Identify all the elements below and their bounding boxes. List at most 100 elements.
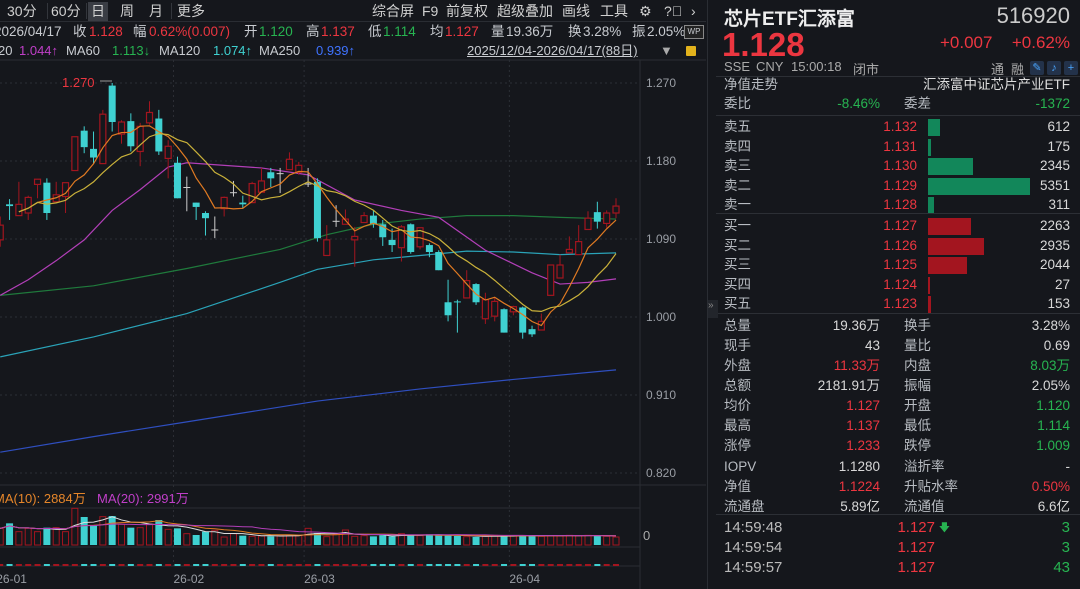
period-60min[interactable]: 60分: [51, 3, 81, 19]
period-week[interactable]: 周: [120, 3, 134, 19]
candle-body: [295, 164, 303, 173]
volume-bar: [519, 535, 527, 545]
ma120-label: MA120: [159, 43, 201, 58]
level-volume-bar: [928, 296, 931, 313]
candle-body: [369, 215, 377, 225]
add-icon[interactable]: +: [1064, 61, 1078, 75]
quote-panel: 芯片ETF汇添富 516920 1.128 +0.007 +0.62% SSE …: [707, 0, 1080, 589]
stat-row: 总额 2181.91万 振幅 2.05%: [724, 376, 1070, 396]
date-range-selector[interactable]: 2025/12/04-2026/04/17(88日): [467, 43, 638, 58]
stat-value: 1.137: [846, 418, 880, 433]
x-tick-label: 26-02: [173, 572, 204, 586]
ask-level-row[interactable]: 卖二 1.129 5351: [724, 176, 1070, 196]
ma20-value: 1.044↑: [19, 43, 59, 58]
level-price[interactable]: 1.126: [883, 237, 917, 253]
candle-body: [388, 239, 396, 246]
amplitude-label: 振: [632, 24, 646, 39]
candle-body: [80, 130, 88, 148]
ma250-line: [0, 369, 617, 453]
candle-body: [145, 111, 154, 124]
wp-icon[interactable]: WP: [684, 25, 704, 39]
nav-trend-label[interactable]: 净值走势: [724, 77, 778, 92]
indicator-bar: [62, 564, 69, 566]
level-price[interactable]: 1.123: [883, 296, 917, 311]
volume-bar: [397, 533, 405, 546]
stat-row: 流通盘 5.89亿 流通值 6.6亿: [724, 497, 1070, 517]
forward-adjust-button[interactable]: 前复权: [446, 3, 488, 19]
level-price[interactable]: 1.125: [883, 257, 917, 272]
help-icon[interactable]: ?⃝: [664, 3, 683, 19]
indicator-bar: [249, 564, 256, 566]
nav-trend-row[interactable]: 净值走势 汇添富中证芯片产业ETF: [724, 75, 1070, 95]
edit-icon[interactable]: ✎: [1030, 61, 1044, 75]
period-30min[interactable]: 30分: [7, 3, 37, 19]
volume-bar: [575, 535, 583, 546]
trade-volume: 3: [1061, 519, 1070, 536]
level-price[interactable]: 1.127: [883, 218, 917, 233]
level-price[interactable]: 1.132: [883, 119, 917, 134]
candle-body: [332, 220, 340, 222]
level-label: 买三: [724, 257, 751, 272]
candle-body: [519, 307, 527, 333]
stat-row: 最高 1.137 最低 1.114: [724, 416, 1070, 436]
fund-full-name: 汇添富中证芯片产业ETF: [923, 77, 1070, 92]
gear-icon[interactable]: ⚙: [639, 3, 652, 19]
trade-volume: 43: [1053, 559, 1070, 576]
period-month[interactable]: 月: [149, 3, 163, 19]
composite-screen-button[interactable]: 综合屏: [372, 3, 414, 19]
indicator-bar: [529, 564, 536, 566]
ask-level-row[interactable]: 卖四 1.131 175: [724, 137, 1070, 157]
trade-row: 14:59:48 1.127 🡇 3: [724, 518, 1070, 538]
level-price[interactable]: 1.128: [883, 197, 917, 212]
indicator-bar: [557, 564, 564, 566]
stat-value: 3.28%: [1031, 318, 1070, 333]
high-value: 1.137: [321, 24, 355, 39]
bid-level-row[interactable]: 买四 1.124 27: [724, 275, 1070, 295]
lock-icon[interactable]: [686, 46, 696, 56]
date-axis: 26-01 26-02 26-03 26-04: [0, 572, 540, 586]
f9-button[interactable]: F9: [422, 3, 439, 19]
level-price[interactable]: 1.131: [883, 138, 917, 154]
bid-level-row[interactable]: 买三 1.125 2044: [724, 255, 1070, 275]
bid-level-row[interactable]: 买五 1.123 153: [724, 294, 1070, 314]
draw-line-button[interactable]: 画线: [562, 3, 590, 19]
turnover-value: 3.28%: [583, 24, 622, 39]
indicator-bar: [491, 564, 498, 566]
ask-level-row[interactable]: 卖一 1.128 311: [724, 195, 1070, 215]
level-price[interactable]: 1.124: [883, 276, 917, 292]
volume-label: 量: [491, 24, 505, 39]
indicator-bar: [445, 564, 452, 566]
candle-body: [192, 202, 200, 207]
chevron-right-icon[interactable]: ›: [691, 3, 696, 19]
level-label: 买一: [724, 218, 751, 233]
level-label: 卖五: [724, 119, 751, 134]
level-volume: 311: [1048, 197, 1070, 212]
stat-label: 现手: [724, 338, 751, 353]
level-price[interactable]: 1.129: [883, 177, 917, 193]
candle-body: [444, 302, 452, 316]
bid-level-row[interactable]: 买一 1.127 2263: [724, 216, 1070, 236]
volume-bar: [593, 535, 601, 545]
level-volume: 27: [1054, 276, 1070, 292]
volume-bar: [192, 535, 200, 545]
candle-body: [127, 121, 135, 147]
dropdown-triangle-icon[interactable]: ▼: [660, 43, 673, 58]
vol-ma10-label: MA(10): 2884万: [0, 491, 86, 506]
bid-level-row[interactable]: 买二 1.126 2935: [724, 236, 1070, 256]
ask-level-row[interactable]: 卖五 1.132 612: [724, 117, 1070, 137]
level-price[interactable]: 1.130: [883, 158, 917, 173]
period-more[interactable]: 更多: [177, 3, 205, 19]
candle-body: [24, 196, 32, 214]
volume-bar: [146, 523, 153, 546]
super-overlay-button[interactable]: 超级叠加: [497, 3, 553, 19]
level-volume-bar: [928, 177, 1030, 195]
ask-level-row[interactable]: 卖三 1.130 2345: [724, 156, 1070, 176]
period-day[interactable]: 日: [88, 2, 108, 21]
stat-value: 1.127: [846, 398, 880, 413]
collapse-panel-icon[interactable]: »: [708, 300, 718, 318]
stat-label: 内盘: [904, 358, 931, 373]
candle-body: [425, 245, 433, 253]
bell-icon[interactable]: ♪: [1047, 61, 1061, 75]
tools-button[interactable]: 工具: [600, 3, 628, 19]
